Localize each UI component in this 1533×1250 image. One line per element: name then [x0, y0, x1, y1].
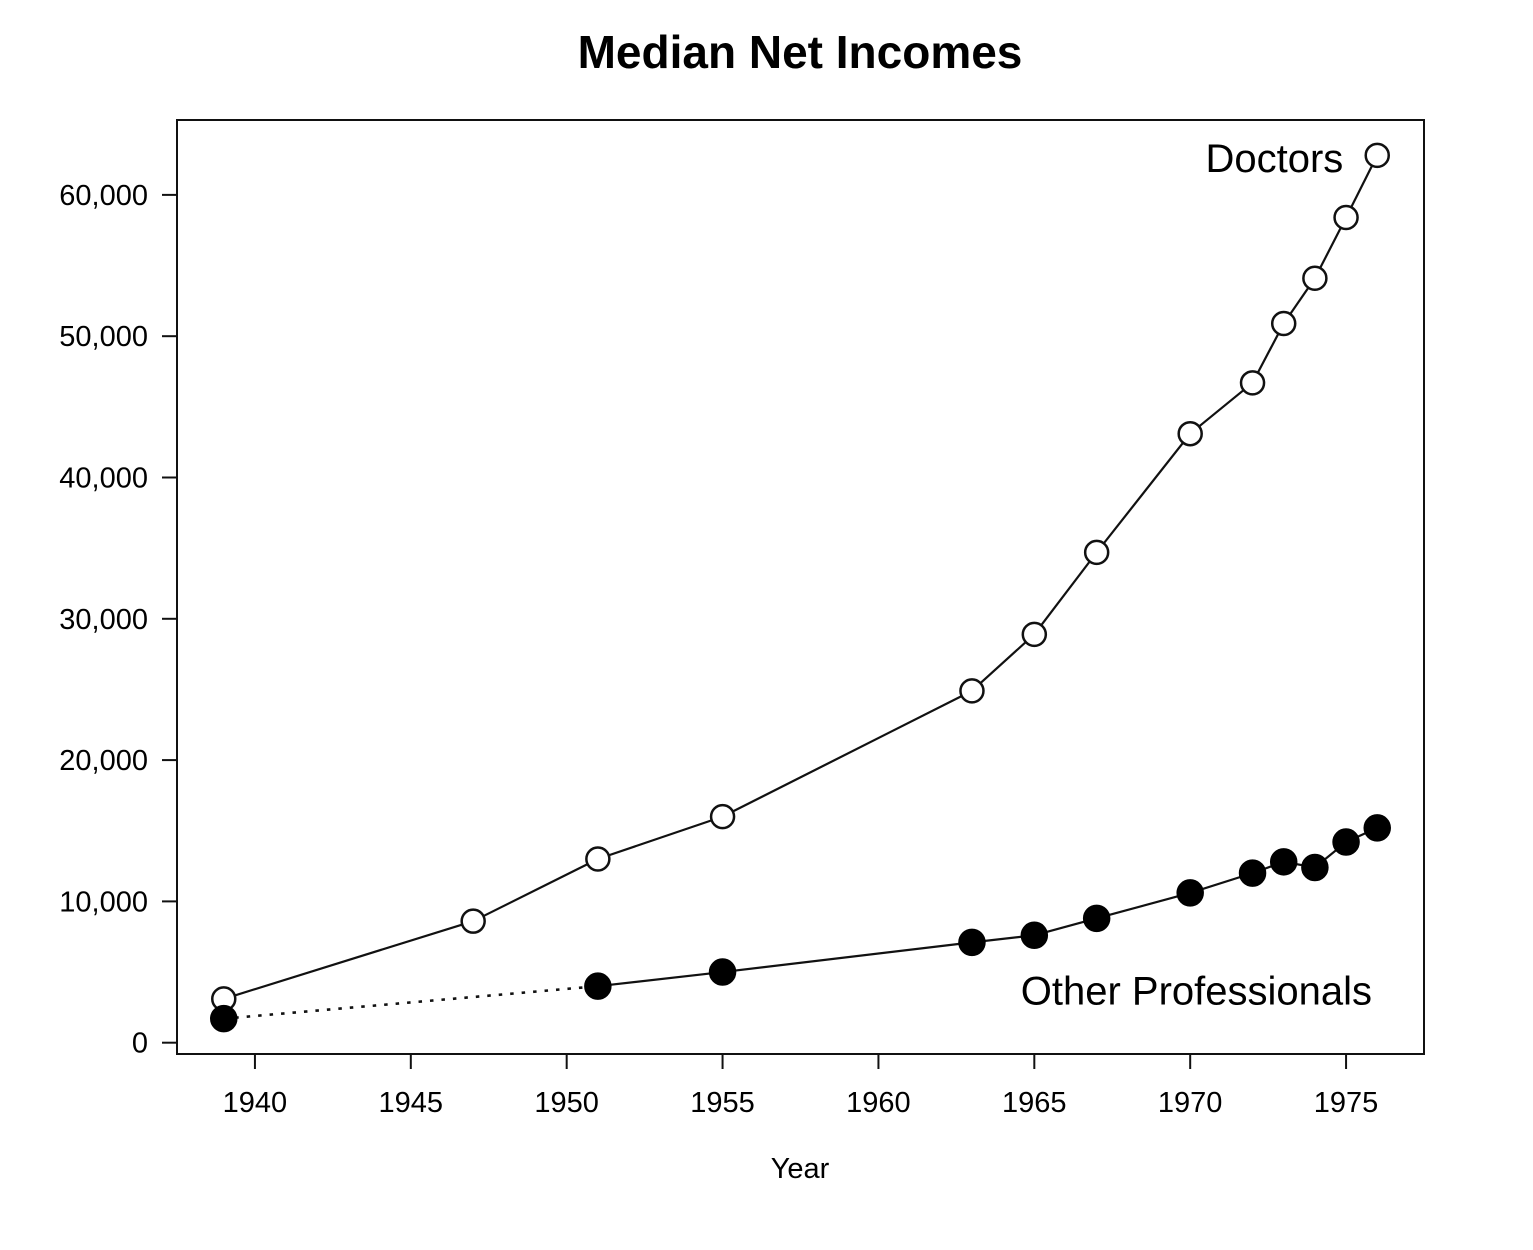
doctors-point: [959, 678, 985, 704]
x-axis-tick-label: 1965: [1002, 1087, 1067, 1119]
plot-box: [176, 119, 1425, 1055]
other-professionals-point: [1269, 848, 1298, 876]
other-professionals-point: [1238, 859, 1267, 887]
other-professionals-point: [1301, 853, 1329, 882]
doctors-point: [1177, 420, 1203, 447]
y-axis-tick-label: 40,000: [59, 462, 148, 494]
y-axis-tick-label: 60,000: [59, 180, 148, 212]
doctors-point: [1083, 539, 1110, 566]
other-professionals-point: [708, 958, 737, 986]
doctors-line-segment: [223, 920, 474, 1000]
x-axis: 1940 1945 1950 1955 1960 1965 1970 1975: [223, 1054, 1379, 1119]
series-doctors: [211, 142, 1390, 1012]
y-axis: 0 10,000 20,000 30,000 40,000 50,000 60,000: [59, 180, 177, 1060]
doctors-point: [1333, 204, 1359, 231]
series-other-professionals: [210, 814, 1391, 1033]
doctors-point: [1239, 370, 1266, 396]
y-axis-tick-label: 50,000: [59, 321, 148, 353]
other-professionals-point: [1082, 904, 1111, 933]
y-axis-tick-label: 20,000: [59, 745, 148, 777]
x-axis-tick-label: 1940: [223, 1087, 288, 1119]
doctors-line-segment: [597, 815, 723, 861]
x-axis-tick-label: 1975: [1314, 1087, 1379, 1119]
other-professionals-point: [1332, 828, 1360, 856]
doctors-point: [1364, 142, 1390, 169]
doctors-line-segment: [722, 689, 973, 818]
other-professionals-point: [1020, 921, 1049, 950]
x-axis-tick-label: 1945: [379, 1087, 444, 1119]
x-axis-title: Year: [771, 1153, 830, 1185]
series-label-doctors: Doctors: [1205, 137, 1343, 181]
doctors-line-segment: [472, 858, 599, 923]
x-axis-tick-label: 1970: [1158, 1087, 1223, 1119]
doctors-line-segment: [1033, 551, 1098, 636]
other-professionals-line-segment: [1096, 891, 1191, 920]
other-professionals-line-segment: [223, 984, 598, 1020]
doctors-line-segment: [1095, 433, 1192, 554]
series-layer: [210, 142, 1391, 1033]
other-professionals-point: [1363, 814, 1391, 842]
x-axis-tick-label: 1960: [846, 1087, 911, 1119]
doctors-point: [585, 846, 611, 872]
doctors-point: [1270, 310, 1297, 337]
y-axis-tick-label: 10,000: [59, 886, 148, 918]
other-professionals-point: [584, 972, 612, 1000]
doctors-point: [1302, 265, 1328, 292]
x-axis-tick-label: 1955: [690, 1087, 755, 1119]
x-axis-tick-label: 1950: [534, 1087, 599, 1119]
other-professionals-point: [210, 1004, 238, 1033]
y-axis-tick-label: 30,000: [59, 604, 148, 636]
other-professionals-point: [958, 928, 986, 957]
series-label-other-professionals: Other Professionals: [1021, 969, 1372, 1013]
y-axis-tick-label: 0: [132, 1028, 148, 1060]
other-professionals-line-segment: [597, 970, 723, 988]
doctors-point: [709, 803, 736, 830]
other-professionals-point: [1176, 879, 1204, 907]
doctors-point: [460, 908, 486, 934]
doctors-line-segment: [971, 633, 1036, 692]
other-professionals-line-segment: [722, 941, 973, 974]
doctors-line-segment: [1189, 381, 1254, 435]
doctors-point: [1021, 621, 1048, 648]
chart-title: Median Net Incomes: [578, 26, 1023, 78]
